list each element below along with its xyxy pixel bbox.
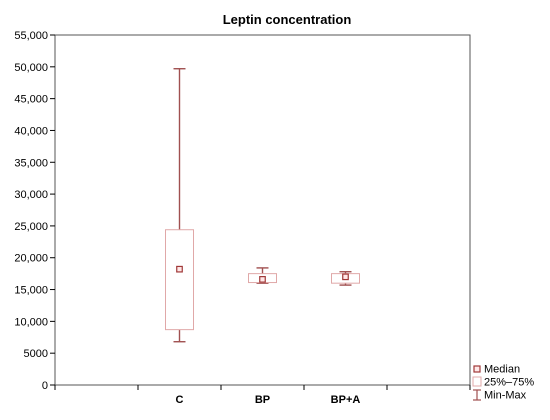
plot-area-border	[54, 34, 471, 386]
x-category-label: BP+A	[331, 394, 361, 406]
y-tick-label: 30,000	[14, 189, 48, 201]
y-tick-label: 40,000	[14, 125, 48, 137]
box-bp-a	[331, 271, 360, 286]
y-axis: 0 5000 10,000 15,000 20,000 25,000 30,000 35,00…	[14, 30, 55, 392]
y-tick-label: 45,000	[14, 94, 48, 106]
median-marker	[342, 273, 349, 281]
legend-item-median: Median	[473, 364, 520, 376]
legend-minmax-label: Min-Max	[484, 390, 527, 402]
iqr-box	[165, 229, 194, 331]
legend-box-label: 25%–75%	[484, 377, 534, 389]
legend: Median 25%–75% Min-Max	[472, 364, 534, 402]
square-marker-icon	[473, 365, 481, 373]
x-axis: C BP BP+A	[54, 385, 471, 406]
box-c	[165, 68, 194, 343]
box-series-group	[165, 68, 360, 343]
y-tick-label: 10,000	[14, 316, 48, 328]
legend-median-label: Median	[484, 364, 520, 376]
y-tick-label: 20,000	[14, 253, 48, 265]
y-tick-label: 15,000	[14, 285, 48, 297]
y-tick-label: 35,000	[14, 157, 48, 169]
median-marker	[259, 276, 266, 283]
chart-title: Leptin concentration	[223, 12, 352, 27]
box-bp	[248, 267, 277, 284]
x-category-label: C	[176, 394, 184, 406]
legend-item-minmax: Min-Max	[473, 389, 527, 402]
x-category-label: BP	[255, 394, 270, 406]
y-tick-label: 50,000	[14, 62, 48, 74]
y-tick-label: 55,000	[14, 30, 48, 42]
whisker-icon	[473, 389, 481, 401]
box-range-icon	[472, 376, 482, 387]
y-tick-label: 0	[42, 380, 48, 392]
legend-item-box: 25%–75%	[472, 376, 534, 389]
y-tick-label: 5000	[24, 348, 48, 360]
y-tick-label: 25,000	[14, 221, 48, 233]
median-marker	[176, 265, 183, 273]
